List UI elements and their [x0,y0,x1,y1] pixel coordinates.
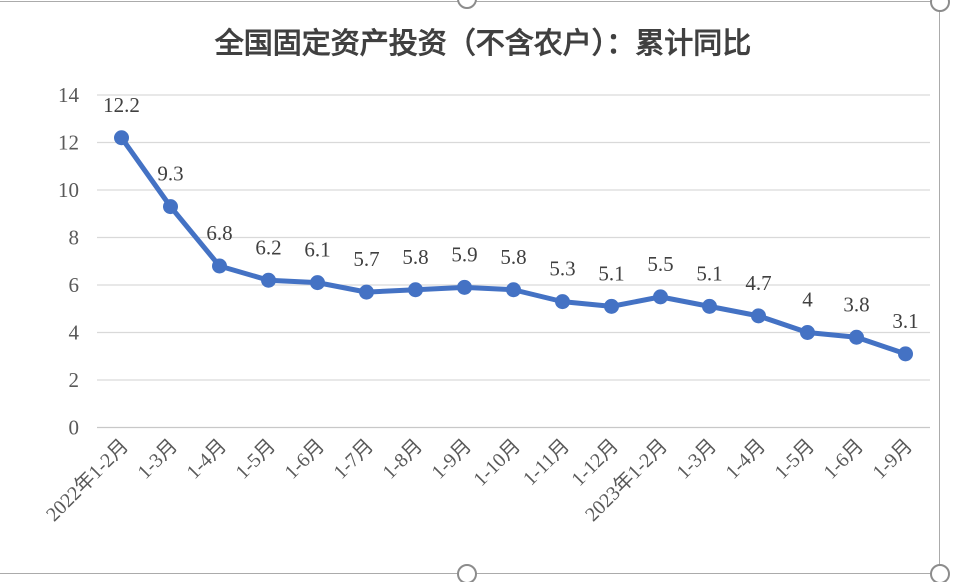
x-axis-tick-label: 1-6月 [819,435,868,484]
data-label: 3.1 [892,309,918,333]
resize-handle-top-right[interactable] [930,0,950,12]
x-axis-tick-label: 1-3月 [672,435,721,484]
x-axis-tick-label: 1-4月 [721,435,770,484]
x-axis-tick-label: 1-8月 [378,435,427,484]
data-label: 5.8 [402,245,428,269]
data-point-marker [898,346,913,362]
data-label: 5.1 [598,261,624,285]
y-axis-tick-label: 14 [58,83,80,107]
data-point-marker [849,329,864,345]
x-axis-tick-label: 1-5月 [231,435,280,484]
x-axis-tick-label: 1-10月 [469,435,525,491]
y-axis-tick-label: 4 [69,321,80,345]
data-label: 6.2 [255,235,281,259]
y-axis-tick-label: 2 [69,368,80,392]
data-point-marker [163,199,178,215]
data-point-marker [653,289,668,305]
data-label: 3.8 [843,292,869,316]
series-group [114,130,913,362]
x-axis-tick-label: 1-3月 [133,435,182,484]
data-point-marker [702,298,717,314]
data-point-marker [261,272,276,288]
x-axis-labels-group: 2022年1-2月 1-3月 1-4月 1-5月 1-6月 1-7月 1-8月 1-9月1-1… [41,434,917,526]
data-point-marker [751,308,766,324]
y-axis-tick-label: 8 [69,226,80,250]
x-axis-tick-label: 1-4月 [182,435,231,484]
data-label: 5.8 [500,245,526,269]
data-label: 9.3 [157,162,183,186]
data-point-marker [604,298,619,314]
data-labels-group: 12.2 9.3 6.8 6.2 6.1 5.7 5.8 5.9 5.8 5.3 5.1 5.5 5.1… [103,93,919,333]
y-axis-tick-label: 10 [58,178,79,202]
data-label: 4.7 [745,271,771,295]
y-axis-tick-label: 6 [69,273,80,297]
data-point-marker [408,282,423,298]
data-label: 6.8 [206,221,232,245]
data-label: 4 [802,288,813,312]
data-point-marker [114,130,129,146]
x-axis-tick-label: 1-9月 [868,435,917,484]
data-point-marker [212,258,227,274]
gridlines-group [97,94,930,429]
data-point-marker [359,284,374,300]
data-label: 5.1 [696,261,722,285]
x-axis-tick-label: 1-9月 [427,435,476,484]
chart-title: 全国固定资产投资（不含农户）：累计同比 [214,26,752,60]
data-label: 12.2 [103,93,140,117]
data-label: 6.1 [304,238,330,262]
y-axis-tick-label: 12 [58,131,79,155]
y-axis-labels-group: 0 2 4 6 8 10 12 14 [58,83,80,440]
data-label: 5.5 [647,252,673,276]
x-axis-tick-label: 1-7月 [329,435,378,484]
data-point-marker [310,275,325,291]
data-point-marker [555,294,570,310]
x-axis-tick-label: 2022年1-2月 [41,434,133,526]
y-axis-tick-label: 0 [69,416,80,440]
data-label: 5.7 [353,247,379,271]
data-label: 5.3 [549,257,575,281]
resize-handle-bottom-right[interactable] [930,564,950,582]
data-point-marker [457,279,472,295]
x-axis-tick-label: 1-5月 [770,435,819,484]
x-axis-tick-label: 1-6月 [280,435,329,484]
data-point-marker [506,282,521,298]
x-axis-tick-label: 1-11月 [519,435,574,490]
resize-handle-bottom-center[interactable] [457,564,477,582]
data-point-marker [800,325,815,340]
data-label: 5.9 [451,242,477,266]
